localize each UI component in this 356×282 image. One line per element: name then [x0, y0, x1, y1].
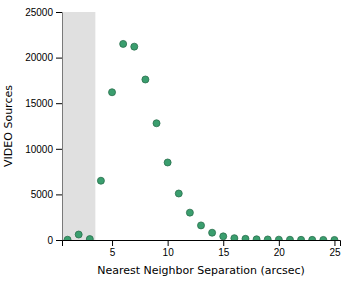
tick: 20: [274, 240, 286, 258]
tick-label: 15000: [25, 98, 53, 109]
tick-mark: [223, 240, 224, 246]
point: [75, 231, 82, 238]
tick: 25: [329, 240, 341, 258]
tick: 10: [163, 240, 175, 258]
tick: 20000: [25, 52, 62, 63]
point: [175, 190, 182, 197]
point: [64, 236, 71, 240]
tick-mark: [334, 240, 335, 246]
tick-mark: [56, 58, 62, 59]
point: [275, 236, 282, 240]
point: [309, 236, 316, 240]
tick-label: 25: [329, 247, 341, 258]
point: [242, 235, 249, 240]
point: [198, 222, 205, 229]
point: [209, 229, 216, 236]
tick-label: 15: [218, 247, 230, 258]
tick-mark: [56, 12, 62, 13]
point: [164, 159, 171, 166]
point: [131, 43, 138, 50]
tick-label: 20: [274, 247, 286, 258]
point: [220, 233, 227, 240]
tick-mark: [279, 240, 280, 246]
x-axis-title: Nearest Neighbor Separation (arcsec): [97, 264, 305, 277]
tick-mark: [112, 240, 113, 246]
point: [153, 120, 160, 127]
axis-line: [56, 13, 63, 241]
tick-label: 5000: [31, 189, 54, 200]
tick-label: 0: [47, 235, 53, 246]
marks: [62, 12, 338, 240]
point: [331, 236, 338, 240]
point: [97, 177, 104, 184]
point: [320, 236, 327, 240]
tick: 15: [218, 240, 230, 258]
y-axis-title: VIDEO Sources: [2, 85, 15, 167]
x-axis: 5 10 15 20 25: [63, 240, 341, 258]
axis-line: [63, 241, 341, 247]
tick: 15000: [25, 98, 62, 109]
point: [120, 40, 127, 47]
tick: 5: [110, 240, 116, 258]
tick-mark: [56, 149, 62, 150]
point: [264, 236, 271, 240]
chart: 5 10 15 20 25 0 5000 10000 15000 20000 25000 Neares…: [0, 0, 356, 282]
point: [253, 236, 260, 240]
tick: 5000: [31, 189, 62, 200]
tick: 10000: [25, 144, 62, 155]
tick-mark: [168, 240, 169, 246]
point: [231, 235, 238, 240]
point: [142, 76, 149, 83]
point: [286, 236, 293, 240]
tick-mark: [56, 194, 62, 195]
y-axis: 0 5000 10000 15000 20000 25000: [25, 7, 62, 246]
point: [109, 89, 116, 96]
point: [186, 209, 193, 216]
shaded-region: [62, 12, 95, 240]
tick: 25000: [25, 7, 62, 18]
tick-label: 5: [110, 247, 116, 258]
tick-mark: [56, 103, 62, 104]
tick-label: 20000: [25, 52, 53, 63]
point: [86, 236, 93, 240]
tick-label: 10: [163, 247, 175, 258]
tick-label: 10000: [25, 144, 53, 155]
tick: 0: [47, 235, 62, 246]
plot: 5 10 15 20 25 0 5000 10000 15000 20000 25000 Neares…: [2, 7, 341, 277]
point: [298, 236, 305, 240]
tick-label: 25000: [25, 7, 53, 18]
tick-mark: [56, 240, 62, 241]
